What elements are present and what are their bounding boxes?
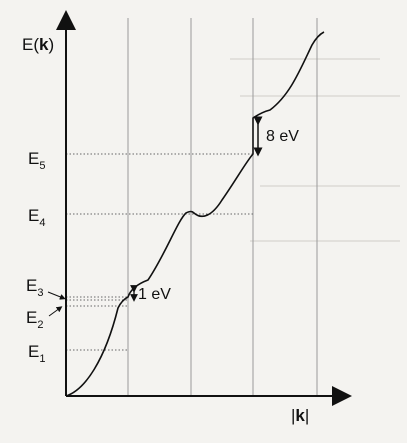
- y-axis-label: E(k): [22, 35, 54, 54]
- e2-pointer-arrow: [48, 306, 63, 317]
- gap-label-1ev: 1 eV: [138, 286, 171, 303]
- level-label-e3: E3: [26, 276, 43, 299]
- level-label-e2: E2: [26, 308, 43, 331]
- x-axis-label: |k|: [291, 406, 309, 425]
- scan-artifact: [240, 95, 400, 97]
- scan-artifact: [250, 240, 400, 242]
- gap-label-8ev: 8 eV: [266, 128, 299, 145]
- band-curve: [65, 31, 325, 397]
- level-label-e4: E4: [28, 206, 45, 229]
- scan-artifact: [260, 185, 400, 187]
- level-label-e1: E1: [28, 342, 45, 365]
- level-label-e5: E5: [28, 149, 45, 172]
- e3-pointer-arrow: [47, 291, 66, 300]
